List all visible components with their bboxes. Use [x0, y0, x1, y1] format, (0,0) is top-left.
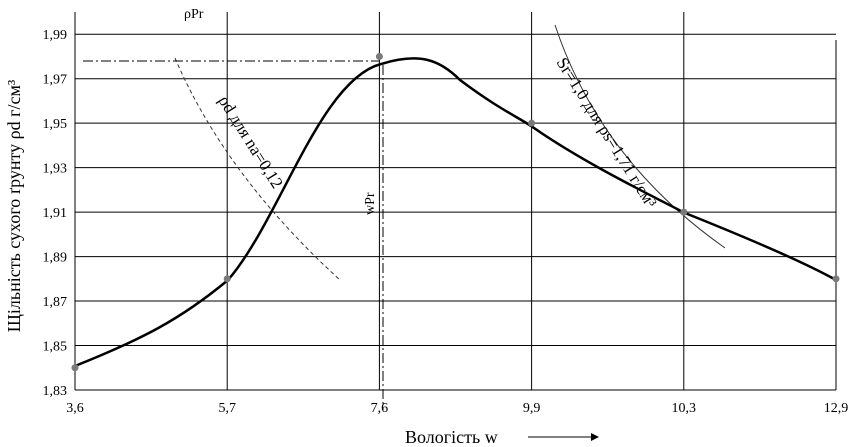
x-tick-label: 12,9: [824, 401, 849, 416]
horizontal-gridlines: [75, 33, 836, 347]
saturation-curve-sr: [554, 24, 726, 249]
y-tick-label: 1,99: [43, 28, 68, 43]
y-tick-label: 1,93: [43, 162, 68, 177]
x-tick-label: 3,6: [66, 401, 84, 416]
y-axis-title: Щільність сухого ґрунту ρd г/см³: [4, 79, 24, 332]
data-point: [71, 364, 79, 372]
data-point: [375, 52, 383, 60]
data-point: [832, 275, 840, 283]
x-axis-arrow: [528, 433, 599, 441]
y-tick-label: 1,91: [43, 206, 68, 221]
vertical-gridlines: [226, 12, 685, 390]
rho-pr-label: ρPr: [184, 7, 204, 22]
y-tick-labels: 1,83 1,85 1,87 1,89 1,91 1,93 1,95 1,97 1,99: [43, 28, 68, 399]
x-tick-label: 7,6: [371, 401, 389, 416]
x-tick-label: 10,3: [672, 401, 697, 416]
data-points: [71, 52, 840, 372]
x-axis-title: Вологість w: [405, 427, 498, 447]
data-point: [528, 119, 536, 127]
x-tick-label: 5,7: [218, 401, 236, 416]
y-tick-label: 1,83: [43, 384, 68, 399]
y-tick-label: 1,89: [43, 251, 68, 266]
saturation-curve-label: Sr=1,0 для ρs=1,71 г/см³: [553, 54, 661, 211]
y-tick-label: 1,87: [43, 295, 68, 310]
data-point: [223, 275, 231, 283]
y-tick-label: 1,95: [43, 117, 68, 132]
dashed-curve-label: ρd для na=0,12: [215, 92, 287, 192]
x-tick-label: 9,9: [523, 401, 541, 416]
data-point: [680, 208, 688, 216]
dashed-curve-na: [174, 57, 341, 281]
y-tick-label: 1,85: [43, 340, 68, 355]
y-tick-label: 1,97: [43, 73, 68, 88]
x-tick-labels: 3,6 5,7 7,6 9,9 10,3 12,9: [66, 401, 848, 416]
w-pr-label: wPr: [363, 192, 378, 215]
